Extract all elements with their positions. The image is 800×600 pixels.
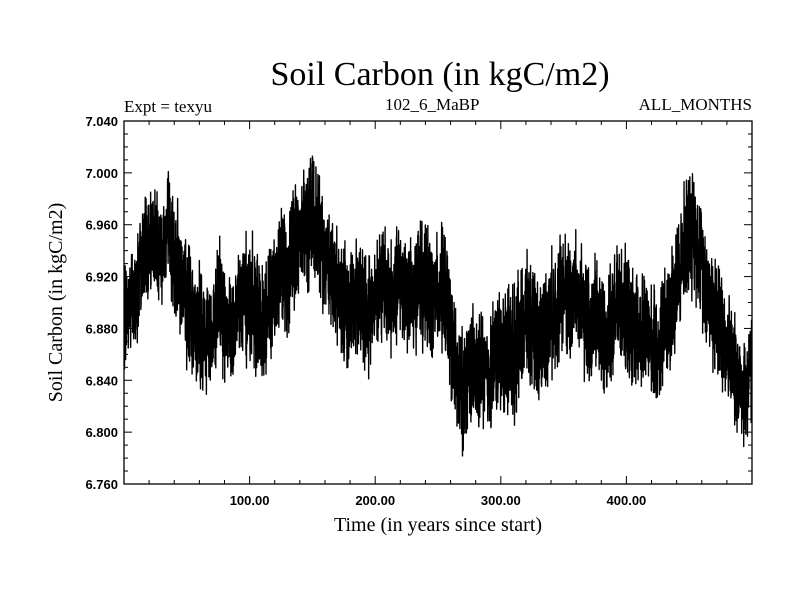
experiment-label: Expt = texyu — [124, 97, 212, 116]
series-layer — [124, 155, 752, 457]
ticks-layer: 100.00 200.00 300.00 400.00 6.760 6.800 6.840 6… — [85, 114, 752, 508]
run-id-label: 102_6_MaBP — [385, 95, 480, 114]
chart-title: Soil Carbon (in kgC/m2) — [270, 56, 610, 93]
y-tick-label: 6.800 — [85, 425, 118, 440]
y-axis-title: Soil Carbon (in kgC/m2) — [45, 203, 67, 402]
y-tick-label: 6.840 — [85, 373, 118, 388]
x-tick-label: 200.00 — [355, 493, 395, 508]
x-tick-label: 300.00 — [481, 493, 521, 508]
x-tick-label: 400.00 — [607, 493, 647, 508]
x-axis-title: Time (in years since start) — [334, 514, 542, 536]
y-tick-label: 6.760 — [85, 477, 118, 492]
y-tick-label: 6.920 — [85, 270, 118, 285]
y-tick-label: 6.960 — [85, 218, 118, 233]
x-tick-label: 100.00 — [230, 493, 270, 508]
y-tick-label: 7.040 — [85, 114, 118, 129]
y-tick-label: 6.880 — [85, 321, 118, 336]
y-tick-label: 7.000 — [85, 166, 118, 181]
months-label: ALL_MONTHS — [638, 95, 752, 114]
series-line — [124, 155, 752, 457]
